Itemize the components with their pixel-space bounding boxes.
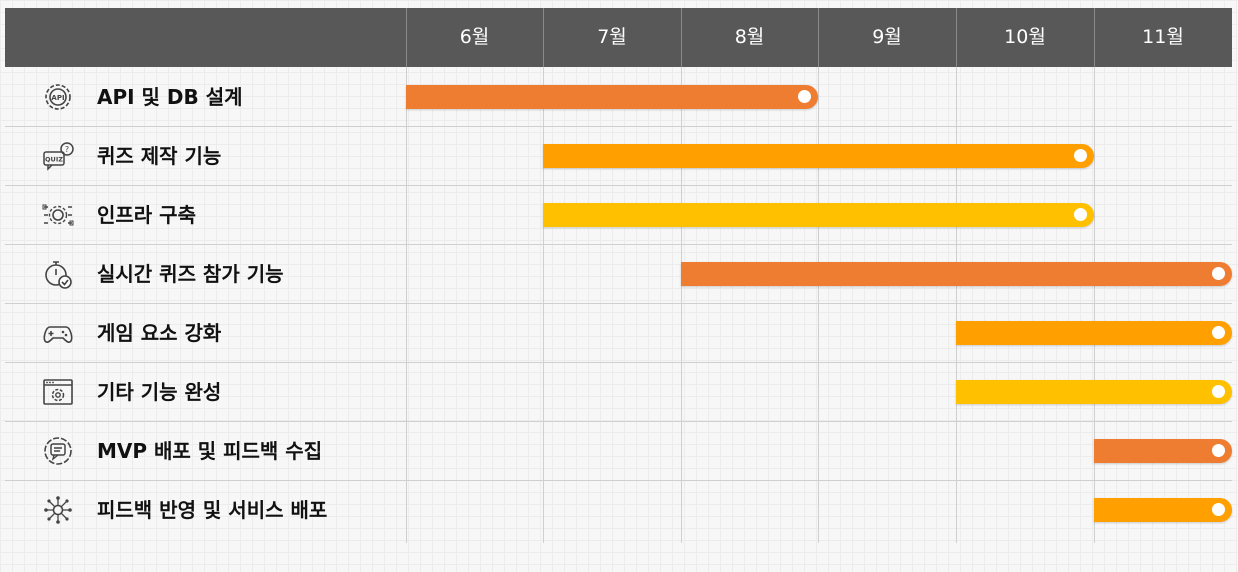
month-label: 6월	[459, 26, 490, 48]
grid-line-horizontal	[5, 362, 1232, 363]
settings-window-icon	[42, 376, 74, 408]
bar-end-marker	[1212, 444, 1225, 457]
svg-text:QUIZ: QUIZ	[45, 155, 63, 163]
quiz-icon: QUIZ?	[42, 140, 74, 172]
task-label: 게임 요소 강화	[97, 320, 222, 345]
month-label: 7월	[597, 26, 627, 48]
task-label: 퀴즈 제작 기능	[97, 143, 222, 168]
month-label: 10월	[1004, 26, 1046, 48]
network-nodes-icon	[42, 494, 74, 526]
bar-end-marker	[1074, 149, 1087, 162]
task-bar	[681, 261, 1232, 286]
header-separator	[681, 8, 682, 67]
grid-line-horizontal	[5, 126, 1232, 127]
task-bar	[406, 84, 818, 109]
feedback-chat-icon	[42, 435, 74, 467]
task-bar	[543, 143, 1094, 168]
task-label: 인프라 구축	[97, 202, 196, 227]
api-gear-icon: API	[42, 81, 74, 113]
task-bar	[956, 379, 1232, 404]
month-label: 9월	[872, 26, 902, 48]
grid-line-vertical	[406, 67, 407, 543]
header-separator	[1094, 8, 1095, 67]
header-separator	[956, 8, 957, 67]
grid-line-horizontal	[5, 303, 1232, 304]
grid-line-vertical	[1094, 67, 1095, 543]
bar-end-marker	[1212, 267, 1225, 280]
month-label: 11월	[1142, 26, 1184, 48]
task-bar	[543, 202, 1094, 227]
task-bar	[1094, 497, 1232, 522]
grid-line-horizontal	[5, 185, 1232, 186]
month-label: 8월	[734, 26, 765, 48]
task-bar	[1094, 438, 1232, 463]
gamepad-icon	[42, 317, 74, 349]
stopwatch-check-icon	[42, 258, 74, 290]
task-bar	[956, 320, 1232, 345]
infrastructure-icon	[42, 199, 74, 231]
bar-end-marker	[1212, 503, 1225, 516]
bar-end-marker	[1212, 385, 1225, 398]
task-label: MVP 배포 및 피드백 수집	[97, 438, 323, 463]
grid-line-vertical	[681, 67, 682, 543]
grid-line-vertical	[543, 67, 544, 543]
grid-line-horizontal	[5, 480, 1232, 481]
grid-line-vertical	[956, 67, 957, 543]
task-label: 피드백 반영 및 서비스 배포	[97, 497, 328, 522]
bar-end-marker	[1074, 208, 1087, 221]
svg-text:API: API	[51, 94, 64, 102]
timeline-header	[5, 8, 1232, 67]
bar-end-marker	[798, 90, 811, 103]
header-separator	[543, 8, 544, 67]
grid-line-horizontal	[5, 421, 1232, 422]
task-label: API 및 DB 설계	[97, 84, 243, 109]
grid-line-vertical	[818, 67, 819, 543]
grid-line-horizontal	[5, 244, 1232, 245]
task-label: 기타 기능 완성	[97, 379, 222, 404]
bar-end-marker	[1212, 326, 1225, 339]
header-separator	[406, 8, 407, 67]
task-label: 실시간 퀴즈 참가 기능	[97, 261, 284, 286]
svg-text:?: ?	[65, 145, 69, 154]
header-separator	[818, 8, 819, 67]
